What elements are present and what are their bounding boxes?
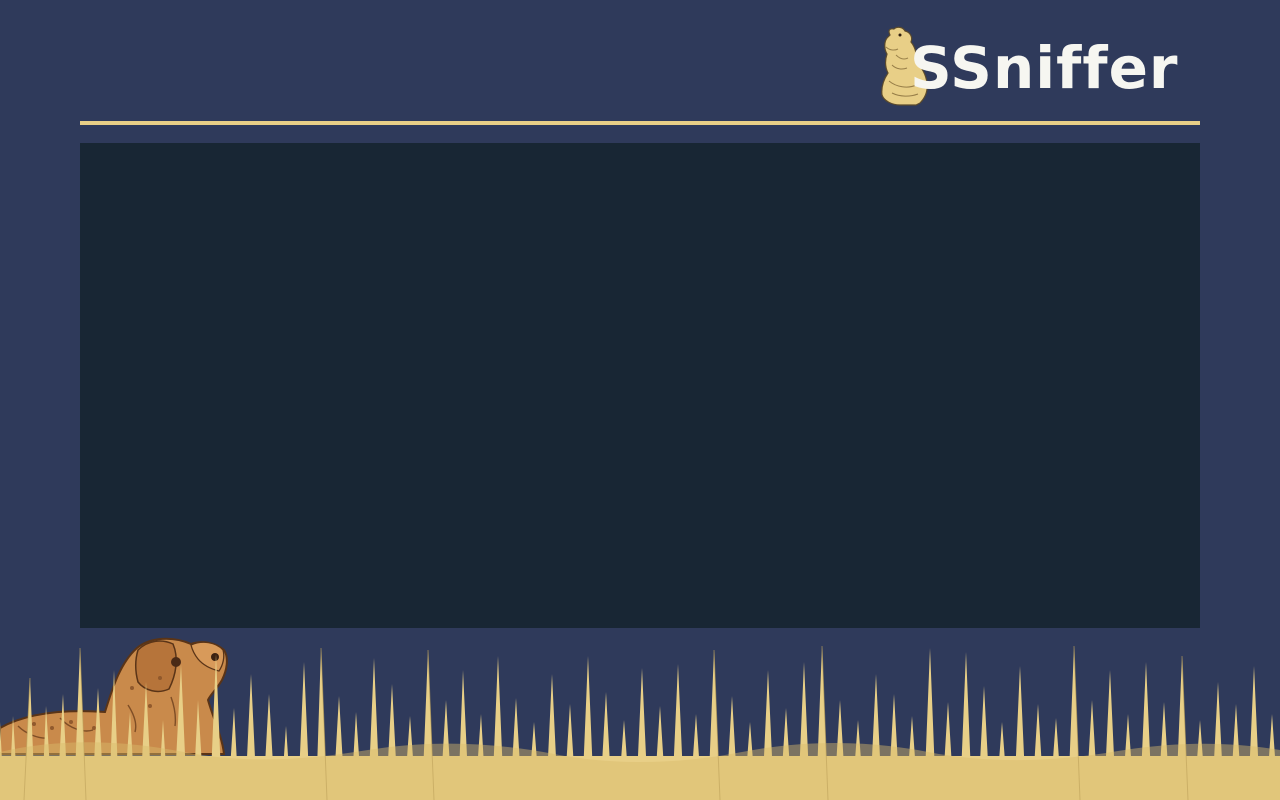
grass-scene bbox=[0, 637, 1280, 800]
content-panel bbox=[80, 143, 1200, 628]
brand-logo[interactable]: SSniffer bbox=[874, 24, 1180, 108]
brand-name: SSniffer bbox=[910, 34, 1179, 102]
grass-icon bbox=[0, 645, 1280, 800]
header-divider bbox=[80, 121, 1200, 125]
prairie-dog-icon bbox=[881, 26, 928, 106]
